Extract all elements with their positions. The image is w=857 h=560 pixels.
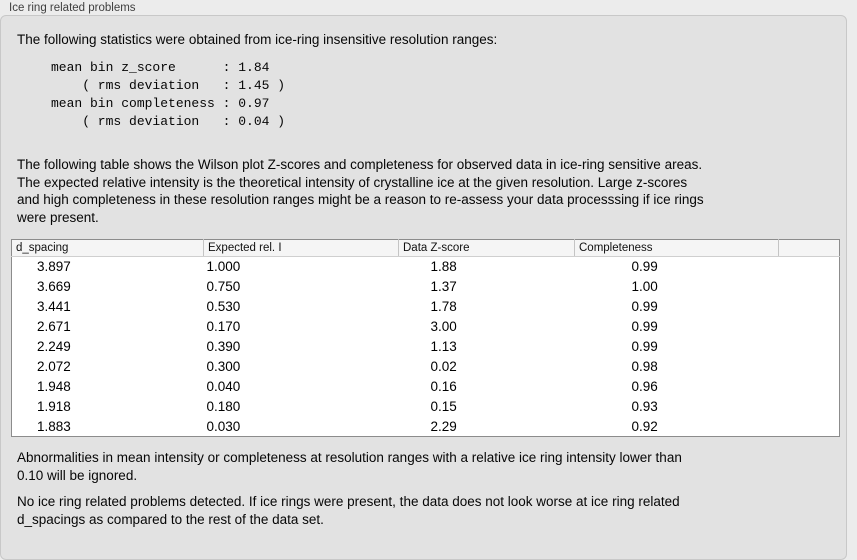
column-header-d-spacing[interactable]: d_spacing: [11, 239, 204, 257]
intro-text: The following statistics were obtained f…: [17, 32, 498, 47]
table-cell: 3.441: [37, 299, 71, 314]
table-cell-spacer: [779, 357, 840, 377]
table-row[interactable]: 2.072 0.300 0.02 0.98: [12, 357, 840, 377]
panel-title: Ice ring related problems: [9, 2, 136, 14]
table-cell: 1.883: [37, 418, 71, 434]
table-row[interactable]: 2.249 0.390 1.13 0.99: [12, 337, 840, 357]
stats-block: mean bin z_score : 1.84 ( rms deviation …: [51, 60, 286, 129]
table-cell: 1.918: [37, 399, 71, 414]
table-cell: 0.040: [206, 379, 241, 394]
table-cell: 2.072: [37, 359, 71, 374]
table-cell-spacer: [779, 397, 840, 417]
table-cell: 0.030: [206, 418, 241, 434]
table-cell-spacer: [779, 277, 840, 297]
table-cell: 1.13: [430, 339, 457, 354]
table-row[interactable]: 1.883 0.030 2.29 0.92: [12, 417, 840, 437]
table-cell: 1.37: [430, 279, 457, 294]
table-cell: 3.897: [37, 259, 71, 275]
table-cell: 2.671: [37, 319, 71, 334]
description-text: The following table shows the Wilson plo…: [17, 157, 704, 225]
table-cell: 0.92: [631, 418, 658, 434]
table-cell: 1.948: [37, 379, 71, 394]
conclusion-text: No ice ring related problems detected. I…: [17, 494, 680, 527]
table-cell: 0.99: [631, 299, 658, 314]
abnormalities-note: Abnormalities in mean intensity or compl…: [17, 450, 682, 483]
table-row[interactable]: 1.918 0.180 0.15 0.93: [12, 397, 840, 417]
table-cell: 0.170: [206, 319, 241, 334]
table-cell: 0.98: [631, 359, 658, 374]
table-cell: 1.00: [631, 279, 658, 294]
table-cell: 1.000: [206, 259, 241, 275]
table-cell: 0.390: [206, 339, 241, 354]
table-cell: 0.300: [206, 359, 241, 374]
table-row[interactable]: 3.669 0.750 1.37 1.00: [12, 277, 840, 297]
table-cell: 1.78: [430, 299, 457, 314]
table-cell-spacer: [779, 417, 840, 437]
table-cell: 0.99: [631, 259, 658, 275]
table-cell-spacer: [779, 317, 840, 337]
table-cell-spacer: [779, 377, 840, 397]
table-cell-spacer: [779, 257, 840, 277]
table-cell: 0.15: [430, 399, 457, 414]
table-cell: 0.93: [631, 399, 658, 414]
ice-table-body: 3.897 1.000 1.88 0.99 3.669 0.750 1.37 1.00 3.44…: [12, 257, 840, 437]
table-cell: 0.96: [631, 379, 658, 394]
table-cell: 3.669: [37, 279, 71, 294]
table-cell: 3.00: [430, 319, 457, 334]
table-header-row: d_spacing Expected rel. I Data Z-score C…: [11, 239, 840, 257]
table-cell: 1.88: [430, 259, 457, 275]
table-cell-spacer: [779, 337, 840, 357]
table-cell: 2.249: [37, 339, 71, 354]
column-header-z-score[interactable]: Data Z-score: [398, 239, 575, 257]
column-header-expected-i[interactable]: Expected rel. I: [203, 239, 399, 257]
table-cell: 0.02: [430, 359, 457, 374]
table-row[interactable]: 3.441 0.530 1.78 0.99: [12, 297, 840, 317]
ice-ring-table: d_spacing Expected rel. I Data Z-score C…: [11, 239, 840, 437]
table-cell: 0.750: [206, 279, 241, 294]
column-header-empty[interactable]: [778, 239, 840, 257]
table-cell: 0.16: [430, 379, 457, 394]
table-row[interactable]: 2.671 0.170 3.00 0.99: [12, 317, 840, 337]
ice-ring-panel: The following statistics were obtained f…: [0, 15, 847, 560]
column-header-completeness[interactable]: Completeness: [574, 239, 779, 257]
table-cell: 0.99: [631, 319, 658, 334]
table-cell: 2.29: [430, 418, 457, 434]
table-cell: 0.99: [631, 339, 658, 354]
table-cell: 0.180: [206, 399, 241, 414]
table-cell: 0.530: [206, 299, 241, 314]
table-row[interactable]: 1.948 0.040 0.16 0.96: [12, 377, 840, 397]
table-row[interactable]: 3.897 1.000 1.88 0.99: [12, 257, 840, 277]
table-cell-spacer: [779, 297, 840, 317]
